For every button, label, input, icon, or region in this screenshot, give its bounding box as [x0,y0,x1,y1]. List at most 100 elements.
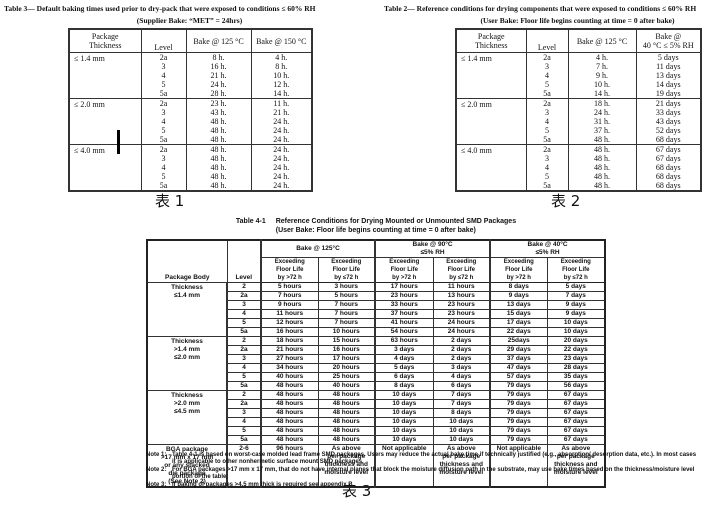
value-cell: 23 hours [432,300,491,310]
table41-subtitle: (User Bake: Floor life begins counting a… [275,227,476,234]
table-row: 4 48 h. 68 days [456,163,701,172]
value-cell: 68 days [635,135,701,145]
level-cell: 4 [140,163,186,172]
value-cell: 8 days [432,408,491,418]
level-cell: 3 [140,62,186,71]
value-cell: 41 hours [374,318,434,328]
level-cell: 3 [226,354,262,364]
col-level: Level [226,239,262,283]
value-cell: 2 days [432,354,491,364]
table-row: ≤ 2.0 mm 2a 23 h. 11 h. [68,98,312,145]
table-row: 5 48 h. 24 h. [69,126,312,135]
value-cell: 4 days [374,354,434,364]
value-cell: 5 hours [260,282,319,292]
level-cell: 3 [525,62,568,71]
table-row: 4 48 h. 24 h. [69,163,312,172]
table-row: 5 48 h. 24 h. [69,172,312,181]
package-body-cell: ≤ 4.0 mm [455,144,526,191]
level-cell: 3 [226,408,262,418]
table3-title: Table 3— Default baking times used prior… [4,4,316,13]
value-cell: 10 days [432,417,491,427]
value-cell: 9 hours [260,300,319,310]
value-cell: 14 h. [250,89,312,99]
package-body-cell: Thickness ≤1.4 mm [146,282,228,337]
package-body-cell: ≤ 2.0 mm [455,98,526,145]
value-cell: 79 days [489,381,548,391]
note-3: Note 3: If baking of packages >4.5 mm th… [146,482,700,489]
value-cell: 24 h. [250,117,312,126]
package-body-cell: BGA package >17 mm x 17 mm or any stacke… [146,444,228,488]
value-cell: 22 days [489,327,548,337]
value-cell: 48 hours [260,381,319,391]
value-cell: 48 hours [317,426,376,436]
level-cell: 3 [140,108,186,117]
table-row: 5a 28 h. 14 h. [69,89,312,99]
value-cell: 7 hours [260,291,319,301]
level-cell: 2a [525,98,568,108]
value-cell: 27 hours [260,354,319,364]
level-cell: 5 [525,172,568,181]
value-cell: 48 h. [185,135,251,145]
value-cell: 24 h. [250,163,312,172]
value-cell: 48 hours [260,399,319,409]
package-body-cell: Thickness >2.0 mm ≤4.5 mm [146,390,228,445]
value-cell: 24 h. [250,144,312,154]
col-exceeding-gt72: Exceeding Floor Life by >72 h [489,257,548,283]
level-cell: 5a [140,89,186,99]
level-cell: 2a [140,144,186,154]
value-cell: 5 hours [317,291,376,301]
level-cell: 4 [525,163,568,172]
caption-table-1: 表 1 [155,192,185,210]
value-cell: 10 days [374,390,434,400]
value-cell: 24 hours [432,318,491,328]
table-row: Thickness >1.4 mm ≤2.0 mm 2 18 hours 15 hou… [146,336,606,391]
value-cell: 67 days [635,154,701,163]
col-exceeding-le72: Exceeding Floor Life by ≤72 h [317,257,376,283]
table-row: 4 48 h. 24 h. [69,117,312,126]
level-cell: 2a [140,98,186,108]
value-cell: 48 h. [567,135,636,145]
value-cell: 3 days [432,363,491,373]
value-cell: 25days [489,336,548,346]
table-row: 3 48 h. 24 h. [69,154,312,163]
value-cell: 79 days [489,408,548,418]
value-cell: 67 days [546,390,606,400]
value-cell: 18 h. [567,98,636,108]
value-cell: 48 hours [317,408,376,418]
value-cell: 7 hours [317,309,376,319]
table-row: ≤ 1.4 mm 2a 4 h. 5 days [455,52,701,99]
table-row: 4 21 h. 10 h. [69,71,312,80]
level-cell: 5 [226,318,262,328]
value-cell: Not applicable [374,444,434,488]
table-row: 5 37 h. 52 days [456,126,701,135]
value-cell: 23 h. [185,98,251,108]
value-cell: 63 hours [374,336,434,346]
table2-title: Table 2— Reference conditions for drying… [384,4,697,13]
table-row: 5a 48 h. 24 h. [69,181,312,191]
value-cell: 22 days [546,345,606,355]
table41-drying-smd-packages: Package Body Level Bake @ 125°C Bake @ 9… [146,239,607,488]
note-text: Table 4-1 is based on worst-case molded … [172,452,697,465]
col-package-thickness: Package Thickness [68,29,141,53]
level-cell: 2a [226,345,262,355]
level-cell: 5a [226,435,262,445]
table-row: 5a 48 h. 68 days [456,181,701,191]
revision-bar [117,130,120,154]
table2-reference-conditions: Package Thickness Level Bake @ 125 °C Ba… [455,28,702,192]
value-cell: 11 days [635,62,701,71]
value-cell: 5 days [374,363,434,373]
level-cell: 3 [525,108,568,117]
value-cell: 3 hours [317,282,376,292]
table-row: 4 31 h. 43 days [456,117,701,126]
table-row: 5 48 h. 68 days [456,172,701,181]
value-cell: As above per package thickness and moist… [546,444,606,488]
value-cell: 14 h. [567,89,636,99]
value-cell: 18 hours [260,336,319,346]
value-cell: 16 hours [260,327,319,337]
level-cell: 5 [226,426,262,436]
value-cell: 48 hours [260,408,319,418]
value-cell: 68 days [635,163,701,172]
value-cell: 21 h. [185,71,251,80]
table-row: 2a 21 hours 16 hours 3 days 2 days 29 days 22 … [147,345,606,355]
